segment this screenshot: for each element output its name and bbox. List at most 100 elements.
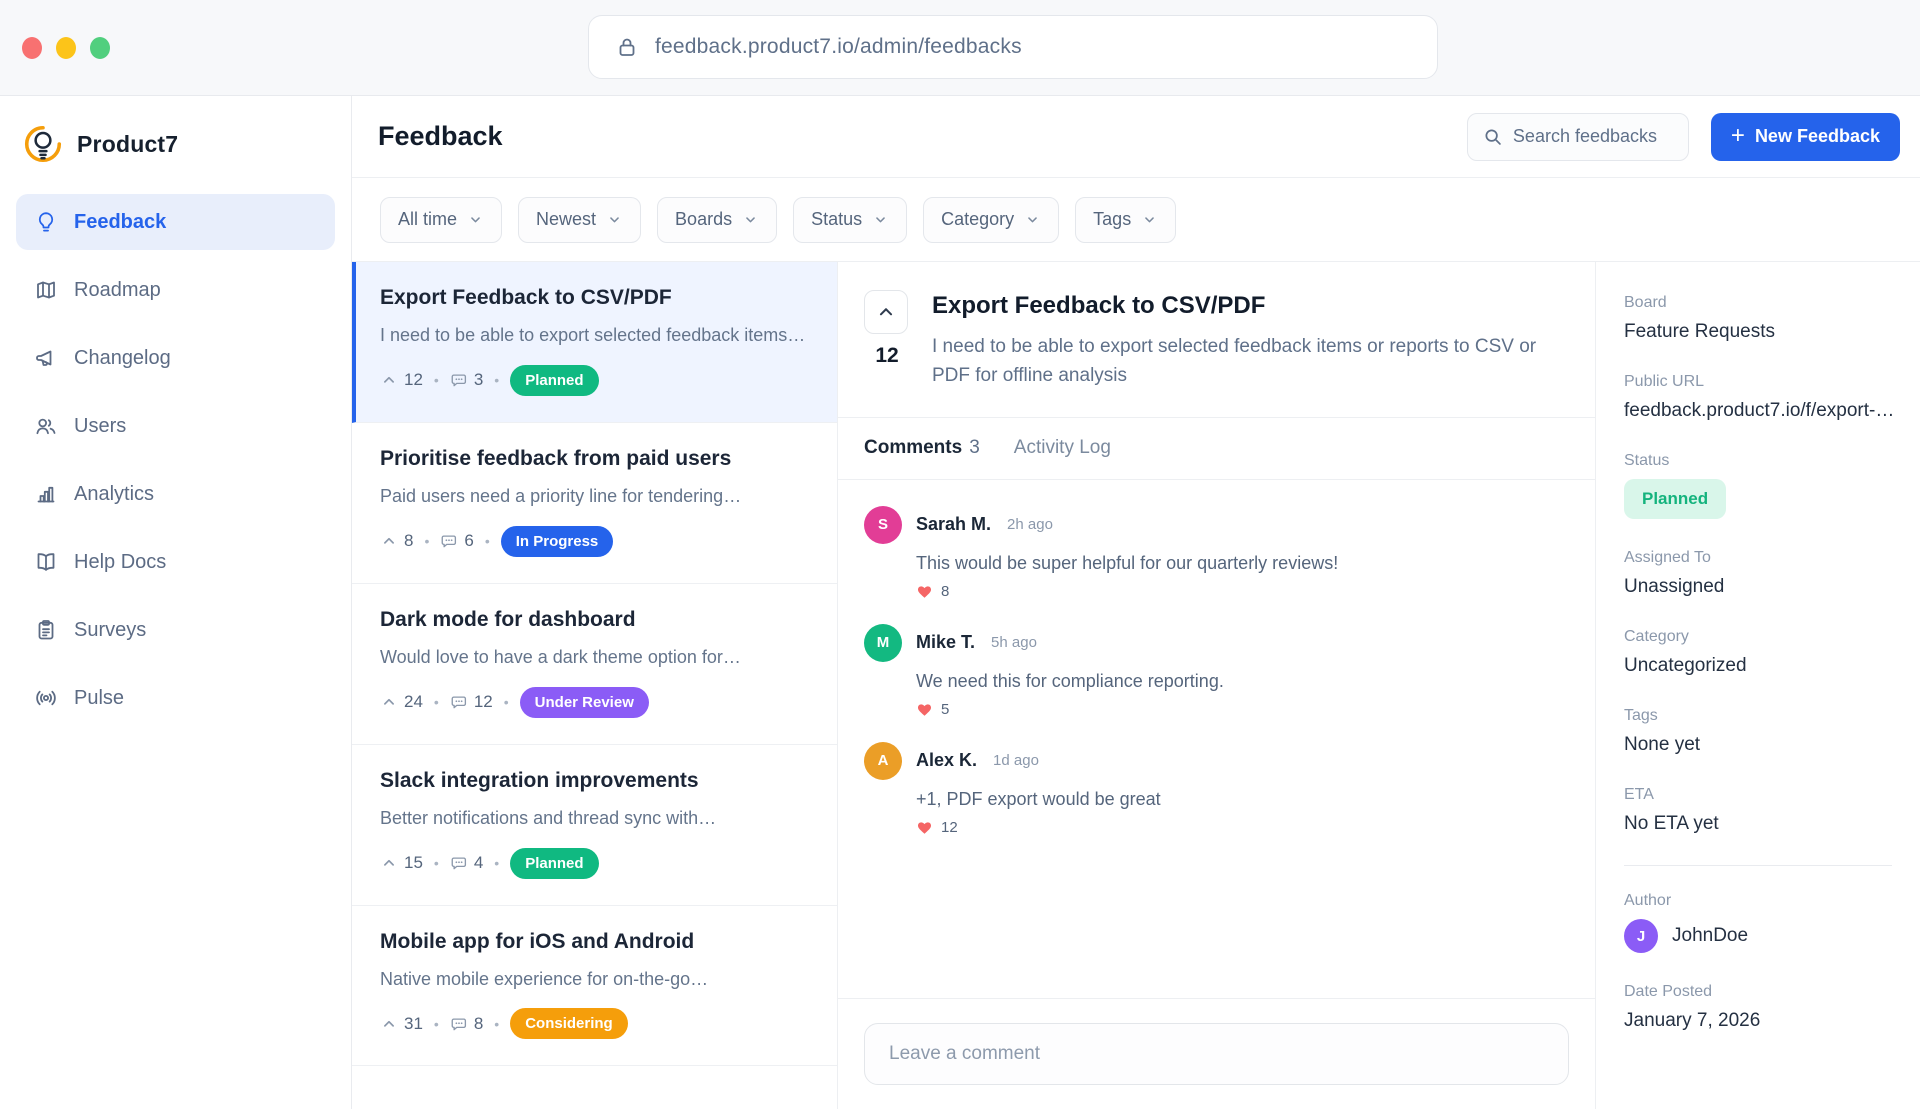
comment-author: Alex K. (916, 750, 978, 771)
like-count: 8 (941, 582, 950, 600)
sidebar-item-surveys[interactable]: Surveys (16, 602, 335, 658)
sidebar-item-label: Surveys (74, 618, 147, 641)
chevron-down-icon (1024, 211, 1041, 228)
prop-value: Feature Requests (1624, 321, 1776, 342)
prop-value: Unassigned (1624, 576, 1725, 597)
comment: A Alex K. 1d ago +1, PDF export would be… (864, 741, 1569, 836)
address-bar[interactable]: feedback.product7.io/admin/feedbacks (588, 15, 1438, 79)
feedback-card-title: Slack integration improvements (380, 768, 699, 792)
filter-tags[interactable]: Tags (1075, 196, 1177, 243)
tab-activity-log[interactable]: Activity Log (1014, 437, 1111, 459)
comment-stat: 12 (450, 692, 493, 712)
sidebar-item-roadmap[interactable]: Roadmap (16, 262, 335, 318)
comment-bubble-icon (450, 693, 468, 711)
filter-newest[interactable]: Newest (518, 196, 642, 243)
avatar: M (864, 623, 902, 662)
sidebar-item-feedback[interactable]: Feedback (16, 194, 335, 250)
prop-label: Category (1624, 628, 1689, 645)
chevron-down-icon (872, 211, 889, 228)
feedback-card[interactable]: Export Feedback to CSV/PDF I need to be … (352, 262, 837, 423)
feedback-list: Export Feedback to CSV/PDF I need to be … (352, 262, 838, 1109)
chevron-up-icon (380, 371, 398, 389)
chevron-up-icon (380, 1015, 398, 1033)
comment-composer (838, 998, 1595, 1109)
filter-category[interactable]: Category (923, 196, 1060, 243)
comment-time: 5h ago (991, 634, 1037, 652)
window-minimize-button[interactable] (56, 37, 76, 59)
prop-status: Status Planned (1624, 452, 1892, 519)
feedback-card[interactable]: Slack integration improvements Better no… (352, 744, 837, 906)
upvote-count: 31 (404, 1013, 423, 1033)
comment-like-button[interactable]: 8 (916, 583, 949, 600)
prop-label: Author (1624, 892, 1672, 909)
dot-separator: • (494, 1015, 500, 1032)
new-feedback-button[interactable]: + New Feedback (1710, 112, 1900, 161)
sidebar-item-help-docs[interactable]: Help Docs (16, 534, 335, 590)
feedback-card[interactable]: Prioritise feedback from paid users Paid… (352, 422, 837, 584)
sidebar: Product7 Feedback Roadmap Changelog User… (0, 96, 352, 1109)
prop-value: Uncategorized (1624, 655, 1747, 676)
prop-value: January 7, 2026 (1624, 1010, 1761, 1031)
bulb-icon (34, 210, 58, 234)
comment-input[interactable] (864, 1023, 1569, 1085)
dot-separator: • (433, 1015, 439, 1032)
upvote-count: 8 (404, 531, 414, 551)
chevron-down-icon (1141, 211, 1158, 228)
window-controls (22, 37, 110, 59)
prop-public-url: Public URL feedback.product7.io/f/export… (1624, 373, 1892, 422)
map-icon (34, 278, 58, 302)
status-badge: Under Review (519, 686, 649, 718)
feedback-card[interactable]: Dark mode for dashboard Would love to ha… (352, 583, 837, 745)
plus-icon: + (1730, 121, 1745, 149)
upvote-count: 12 (404, 370, 423, 390)
dot-separator: • (424, 533, 430, 550)
chevron-down-icon (467, 211, 484, 228)
tab-comments[interactable]: Comments 3 (864, 437, 980, 459)
sidebar-item-changelog[interactable]: Changelog (16, 330, 335, 386)
filter-all-time[interactable]: All time (380, 196, 503, 243)
lock-icon (615, 35, 639, 59)
public-url-value: feedback.product7.io/f/export-… (1624, 400, 1892, 421)
upvote-button[interactable] (864, 290, 908, 334)
comment-author: Sarah M. (916, 514, 992, 535)
comment-like-button[interactable]: 12 (916, 819, 958, 836)
filter-status[interactable]: Status (793, 196, 908, 243)
feedback-detail-panel: 12 Export Feedback to CSV/PDF I need to … (838, 262, 1596, 1109)
page-title: Feedback (378, 121, 503, 151)
prop-label: Board (1624, 294, 1667, 311)
browser-chrome: feedback.product7.io/admin/feedbacks (0, 0, 1920, 96)
prop-label: Status (1624, 452, 1670, 469)
comment-like-button[interactable]: 5 (916, 701, 949, 718)
divider (1624, 865, 1892, 866)
comments-list: S Sarah M. 2h ago This would be super he… (838, 480, 1595, 998)
detail-description: I need to be able to export selected fee… (932, 336, 1537, 387)
broadcast-icon (34, 686, 58, 710)
detail-tabs: Comments 3 Activity Log (838, 418, 1595, 480)
sidebar-item-pulse[interactable]: Pulse (16, 670, 335, 726)
detail-title: Export Feedback to CSV/PDF (932, 292, 1266, 319)
comment-text: This would be super helpful for our quar… (916, 552, 1339, 573)
product7-logo-icon (22, 123, 64, 165)
window-maximize-button[interactable] (90, 37, 110, 59)
upvote-stat: 12 (380, 370, 423, 390)
comment-text: +1, PDF export would be great (916, 788, 1161, 809)
sidebar-item-analytics[interactable]: Analytics (16, 466, 335, 522)
filter-boards[interactable]: Boards (657, 196, 778, 243)
sidebar-item-label: Pulse (74, 686, 125, 709)
feedback-card[interactable]: Mobile app for iOS and Android Native mo… (352, 905, 837, 1067)
tab-comments-label: Comments (864, 437, 963, 459)
search-input[interactable] (1512, 126, 1673, 147)
chevron-down-icon (606, 211, 623, 228)
sidebar-item-users[interactable]: Users (16, 398, 335, 454)
feedback-card-excerpt: Better notifications and thread sync wit… (380, 807, 717, 828)
status-pill: Planned (1624, 479, 1727, 519)
prop-label: Tags (1624, 707, 1658, 724)
upvote-stat: 15 (380, 853, 423, 873)
chevron-up-icon (380, 693, 398, 711)
dot-separator: • (433, 855, 439, 872)
status-badge: Planned (510, 847, 599, 879)
prop-assigned-to: Assigned To Unassigned (1624, 549, 1892, 598)
window-close-button[interactable] (22, 37, 42, 59)
heart-icon (916, 583, 933, 600)
prop-label: ETA (1624, 786, 1654, 803)
